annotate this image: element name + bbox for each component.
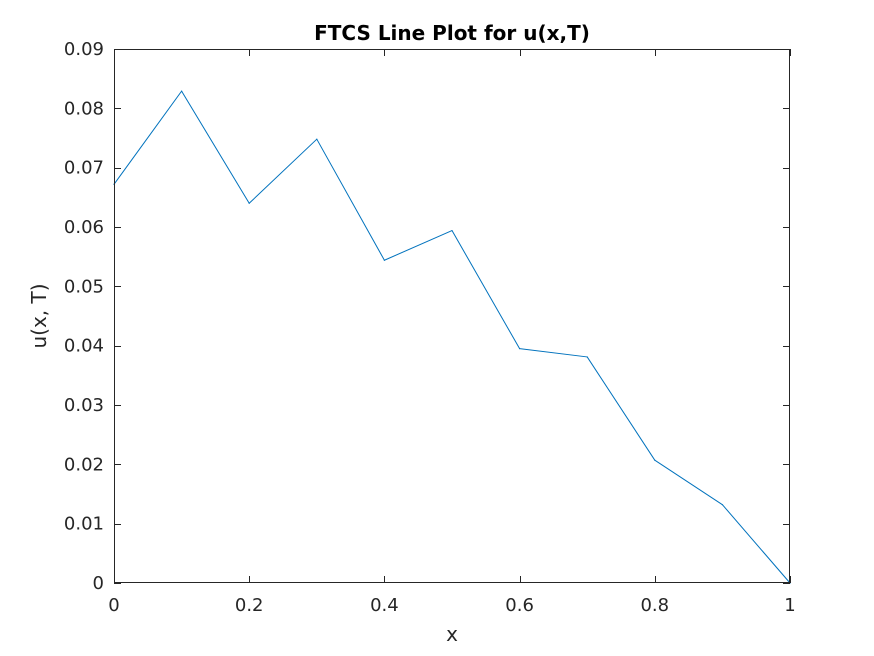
data-point <box>519 348 521 350</box>
data-point <box>383 259 385 261</box>
x-axis: 0 0.2 0.4 0.6 0.8 1 <box>108 49 796 616</box>
y-axis-title: u(x, T) <box>27 283 51 348</box>
plot-area <box>114 49 790 583</box>
y-tick-label: 0.01 <box>64 514 104 535</box>
y-tick-label: 0.03 <box>64 395 104 416</box>
y-tick-label: 0.05 <box>64 276 104 297</box>
y-tick-label: 0.04 <box>64 336 104 357</box>
x-tick-label: 0.4 <box>370 595 399 616</box>
y-tick-label: 0.07 <box>64 158 104 179</box>
x-tick-label: 0 <box>108 595 119 616</box>
y-tick-label: 0.06 <box>64 217 104 238</box>
x-tick-label: 0.2 <box>235 595 264 616</box>
axes-box <box>114 49 790 583</box>
data-point <box>721 504 724 506</box>
y-tick-label: 0 <box>93 573 104 594</box>
data-point <box>316 138 318 140</box>
y-axis: 0 0.01 0.02 0.03 0.04 0.05 0.06 0.07 0.08 0.09 <box>64 39 790 594</box>
x-tick-label: 0.8 <box>640 595 669 616</box>
data-point <box>451 229 453 232</box>
data-point <box>248 202 250 204</box>
series-layer <box>113 90 791 584</box>
y-tick-label: 0.08 <box>64 98 104 119</box>
data-point <box>181 90 183 92</box>
x-axis-title: x <box>446 622 458 646</box>
x-tick-label: 1 <box>784 595 795 616</box>
data-point <box>654 459 656 461</box>
y-tick-label: 0.09 <box>64 39 104 60</box>
x-tick-label: 0.6 <box>505 595 534 616</box>
chart-title: FTCS Line Plot for u(x,T) <box>314 21 590 45</box>
data-point <box>586 356 588 358</box>
y-tick-label: 0.02 <box>64 454 104 475</box>
